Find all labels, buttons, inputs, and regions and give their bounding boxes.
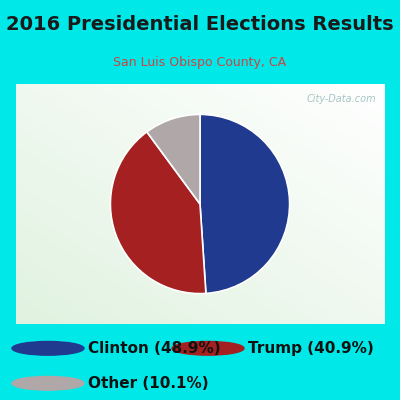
Text: San Luis Obispo County, CA: San Luis Obispo County, CA (114, 56, 286, 69)
Circle shape (12, 342, 84, 355)
Text: Trump (40.9%): Trump (40.9%) (248, 341, 374, 356)
Circle shape (12, 376, 84, 390)
Text: 2016 Presidential Elections Results: 2016 Presidential Elections Results (6, 14, 394, 34)
Wedge shape (200, 114, 290, 294)
Text: City-Data.com: City-Data.com (307, 94, 377, 104)
Circle shape (172, 342, 244, 355)
Wedge shape (110, 132, 206, 294)
Wedge shape (147, 114, 200, 204)
Text: Clinton (48.9%): Clinton (48.9%) (88, 341, 221, 356)
Text: Other (10.1%): Other (10.1%) (88, 376, 209, 391)
